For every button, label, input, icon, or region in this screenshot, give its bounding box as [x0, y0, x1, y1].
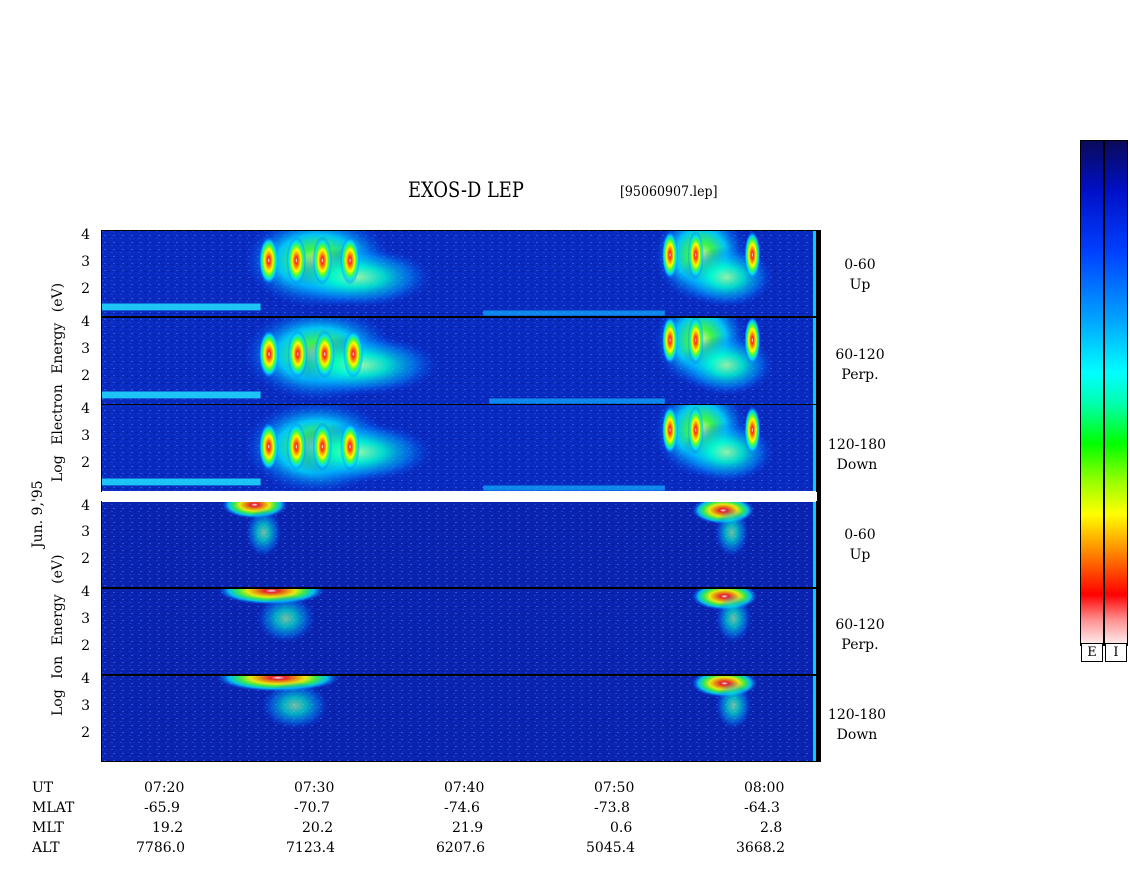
ut-tick: 07:20 [144, 780, 185, 796]
event-tail [261, 681, 329, 730]
low-energy-band [483, 310, 665, 316]
spectrogram-panel-electron-1 [101, 318, 817, 404]
panel-separator [101, 316, 821, 318]
mlt-value: 2.8 [760, 820, 783, 836]
mlat-value: -64.3 [744, 800, 780, 816]
colorbar-ion [1104, 140, 1128, 646]
event-tail [715, 594, 752, 643]
low-energy-band [489, 398, 665, 404]
low-energy-band [101, 478, 261, 486]
panel-separator [101, 674, 821, 676]
y-ticks: 4 3 2 4 3 2 4 3 2 4 3 2 4 3 2 4 3 2 [81, 227, 90, 741]
panel-edge [813, 405, 817, 491]
hot-spot [312, 422, 333, 471]
hot-spot [258, 236, 279, 285]
hot-spot [258, 422, 279, 471]
colorbar-label-i: I [1105, 643, 1127, 662]
spectrogram-panel-electron-0 [101, 230, 817, 316]
hot-spot [744, 230, 761, 280]
event-tail [714, 508, 749, 557]
hot-spot [687, 230, 704, 280]
x-axis-line [101, 761, 821, 762]
alt-value: 6207.6 [436, 840, 485, 856]
panel-edge [813, 502, 817, 588]
file-name: [95060907.lep] [620, 184, 718, 200]
panel-separator [101, 404, 821, 405]
hot-spot [744, 405, 761, 455]
right-axis [817, 230, 821, 762]
hot-spot [687, 405, 704, 455]
ut-tick: 07:30 [294, 780, 335, 796]
hot-spot [287, 329, 308, 379]
hot-spot [258, 329, 280, 379]
chart-title: EXOS-D LEP [408, 178, 524, 202]
hot-spot [286, 422, 307, 471]
spectrogram-svg [101, 230, 821, 762]
ut-tick: 07:50 [594, 780, 635, 796]
ut-tick: 07:40 [444, 780, 485, 796]
mlat-value: -73.8 [594, 800, 630, 816]
row-label-mlat: MLAT [32, 800, 75, 816]
alt-value: 5045.4 [586, 840, 635, 856]
row-label-mlt: MLT [32, 820, 64, 836]
colorbar-label-e: E [1081, 643, 1103, 662]
hot-spot [661, 318, 678, 365]
spectrogram-area [101, 230, 821, 762]
row-label-alt: ALT [32, 840, 60, 856]
colorbar-electron [1080, 140, 1104, 646]
mlat-value: -74.6 [444, 800, 480, 816]
panel-edge [813, 318, 817, 404]
ion-ylabel: Log Ion Energy (eV) [50, 554, 66, 716]
panel-separator [101, 587, 821, 589]
hot-spot [340, 236, 360, 285]
row-label-ut: UT [32, 780, 54, 796]
mlt-value: 21.9 [452, 820, 484, 836]
hot-spot [661, 405, 678, 455]
panel-edge [813, 588, 817, 674]
alt-value: 7786.0 [136, 840, 185, 856]
hot-spot [340, 422, 360, 471]
mlt-value: 19.2 [152, 820, 184, 836]
low-energy-band [101, 303, 261, 311]
event-tail [245, 508, 282, 557]
alt-value: 3668.2 [736, 840, 785, 856]
spectrogram-panel-electron-2 [101, 405, 817, 491]
date-label: Jun. 9,'95 [30, 480, 46, 548]
ut-tick: 08:00 [744, 780, 785, 796]
panel-label-e-up: 0-60 Up [844, 257, 876, 293]
hot-spot [314, 329, 335, 379]
hot-spot [661, 230, 678, 280]
group-gap [101, 492, 821, 501]
event-tail [715, 681, 752, 730]
mlat-value: -65.9 [144, 800, 180, 816]
panel-label-i-down: 120-180 Down [827, 707, 887, 743]
event-tail [256, 594, 316, 643]
electron-ylabel: Log Electron Energy (eV) [50, 282, 66, 482]
spectrogram-panel-ion-5 [101, 675, 817, 761]
hot-spot [312, 236, 333, 285]
hot-spot [687, 318, 704, 365]
low-energy-band [101, 391, 261, 399]
mlt-value: 0.6 [610, 820, 633, 836]
spectrogram-panel-ion-3 [101, 502, 817, 588]
hot-spot [744, 318, 761, 365]
spectrogram-panel-ion-4 [101, 588, 817, 674]
panel-edge [813, 230, 817, 316]
mlt-value: 20.2 [302, 820, 334, 836]
panel-label-e-down: 120-180 Down [827, 437, 887, 473]
panel-edge [813, 675, 817, 761]
panel-label-e-perp: 60-120 Perp. [835, 347, 885, 383]
mlat-value: -70.7 [294, 800, 330, 816]
low-energy-band [483, 485, 665, 491]
hot-spot [286, 236, 307, 285]
panel-label-i-up: 0-60 Up [844, 527, 876, 563]
hot-spot [343, 329, 364, 379]
alt-value: 7123.4 [286, 840, 335, 856]
panel-label-i-perp: 60-120 Perp. [835, 617, 885, 653]
